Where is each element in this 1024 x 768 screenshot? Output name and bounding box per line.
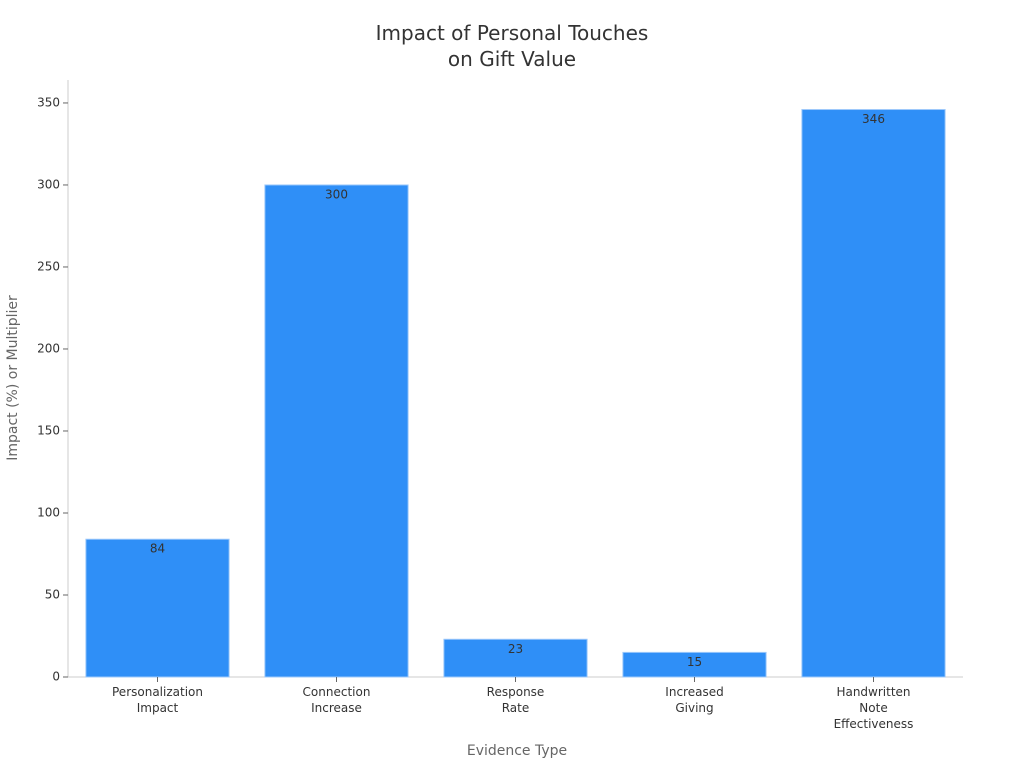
y-tick-label: 350	[37, 95, 60, 109]
value-label: 346	[862, 112, 885, 126]
x-axis-title: Evidence Type	[467, 743, 567, 759]
chart-title: Impact of Personal Touches on Gift Value	[375, 21, 649, 71]
bar	[443, 638, 588, 678]
y-axis-title: Impact (%) or Multiplier	[5, 295, 21, 461]
y-tick-label: 300	[37, 177, 60, 191]
bar	[264, 184, 409, 678]
y-tick-label: 50	[45, 587, 60, 601]
value-label: 84	[150, 542, 165, 556]
y-tick-label: 0	[52, 670, 60, 684]
x-tick-label: Personalization Impact	[112, 685, 203, 715]
x-tick-label: Increased Giving	[665, 685, 724, 715]
y-tick-label: 150	[37, 423, 60, 437]
bar	[85, 538, 230, 678]
x-tick-label: Response Rate	[486, 685, 545, 715]
x-tick-label: Connection Increase	[302, 685, 371, 715]
value-label: 300	[325, 187, 348, 201]
x-tick-label: Handwritten Note Effectiveness	[833, 685, 914, 731]
y-tick-label: 100	[37, 505, 60, 519]
y-tick-label: 200	[37, 341, 60, 355]
value-label: 23	[508, 642, 523, 656]
y-tick-label: 250	[37, 259, 60, 273]
value-label: 15	[687, 655, 702, 669]
bar	[801, 109, 946, 678]
